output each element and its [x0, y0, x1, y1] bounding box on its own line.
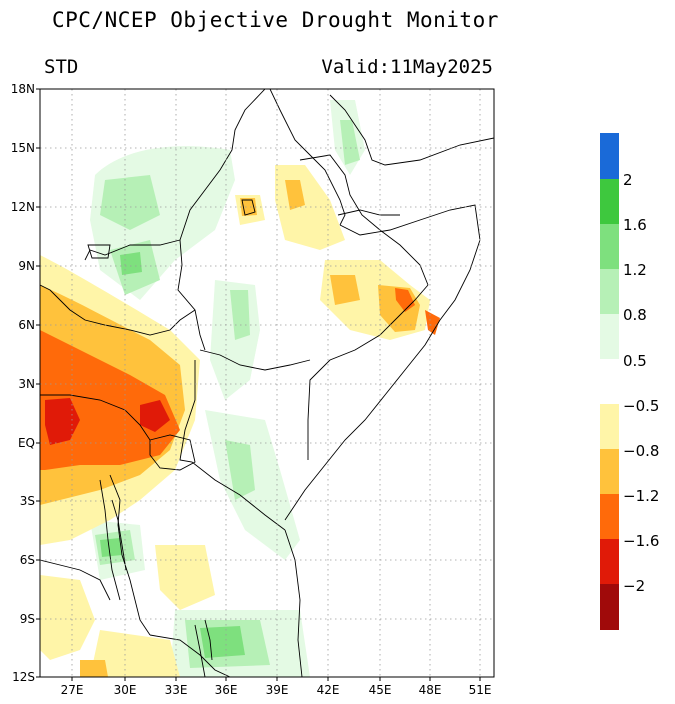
colorbar-swatch [600, 224, 619, 269]
colorbar-label: −1.2 [623, 487, 659, 505]
colorbar-label: 0.8 [623, 306, 647, 324]
lat-tick-label: 12S [12, 670, 35, 684]
colorbar-label: 1.6 [623, 216, 647, 234]
lon-tick-label: 30E [114, 683, 137, 697]
map-frame [39, 88, 495, 678]
colorbar-label: −0.5 [623, 397, 659, 415]
colorbar-swatch [600, 314, 619, 359]
lat-tick-label: 3S [20, 494, 35, 508]
lon-tick-label: 45E [369, 683, 392, 697]
lon-tick-label: 27E [61, 683, 84, 697]
lon-tick-label: 36E [215, 683, 238, 697]
colorbar-label: −1.6 [623, 532, 659, 550]
lat-tick-label: 9S [20, 612, 35, 626]
colorbar-swatch [600, 449, 619, 494]
colorbar-swatch [600, 179, 619, 224]
colorbar-label: 0.5 [623, 352, 647, 370]
colorbar-label: 1.2 [623, 261, 647, 279]
lon-tick-label: 33E [165, 683, 188, 697]
colorbar-swatch [600, 584, 619, 630]
colorbar-wet [600, 133, 619, 359]
colorbar-label: 2 [623, 171, 633, 189]
map-title: CPC/NCEP Objective Drought Monitor [52, 8, 499, 32]
lat-tick-label: 12N [11, 200, 35, 214]
colorbar-swatch [600, 269, 619, 314]
colorbar-swatch [600, 404, 619, 449]
lat-tick-label: 18N [11, 82, 35, 96]
colorbar-swatch [600, 494, 619, 539]
map-area [40, 89, 494, 677]
lat-tick-label: 3N [18, 377, 35, 391]
political-borders [40, 89, 494, 677]
lon-tick-label: 42E [317, 683, 340, 697]
lat-tick-label: 9N [18, 259, 35, 273]
colorbar-swatch [600, 133, 619, 179]
valid-date-label: Valid:11May2025 [321, 56, 493, 78]
colorbar-dry [600, 404, 619, 630]
variable-label: STD [44, 56, 79, 78]
longitude-axis [71, 677, 481, 681]
colorbar-label: −2 [623, 577, 645, 595]
lat-tick-label: 15N [11, 141, 35, 155]
lon-tick-label: 51E [469, 683, 492, 697]
dry-severe-areas [40, 288, 440, 470]
lat-tick-label: 6N [18, 318, 35, 332]
lat-tick-label: EQ [18, 436, 35, 450]
lat-tick-label: 6S [20, 553, 35, 567]
colorbar-swatch [600, 539, 619, 584]
latitude-axis [36, 88, 40, 678]
lon-tick-label: 48E [419, 683, 442, 697]
dry-extreme-areas [45, 398, 170, 445]
graticule [40, 89, 494, 677]
lon-tick-label: 39E [266, 683, 289, 697]
colorbar-label: −0.8 [623, 442, 659, 460]
